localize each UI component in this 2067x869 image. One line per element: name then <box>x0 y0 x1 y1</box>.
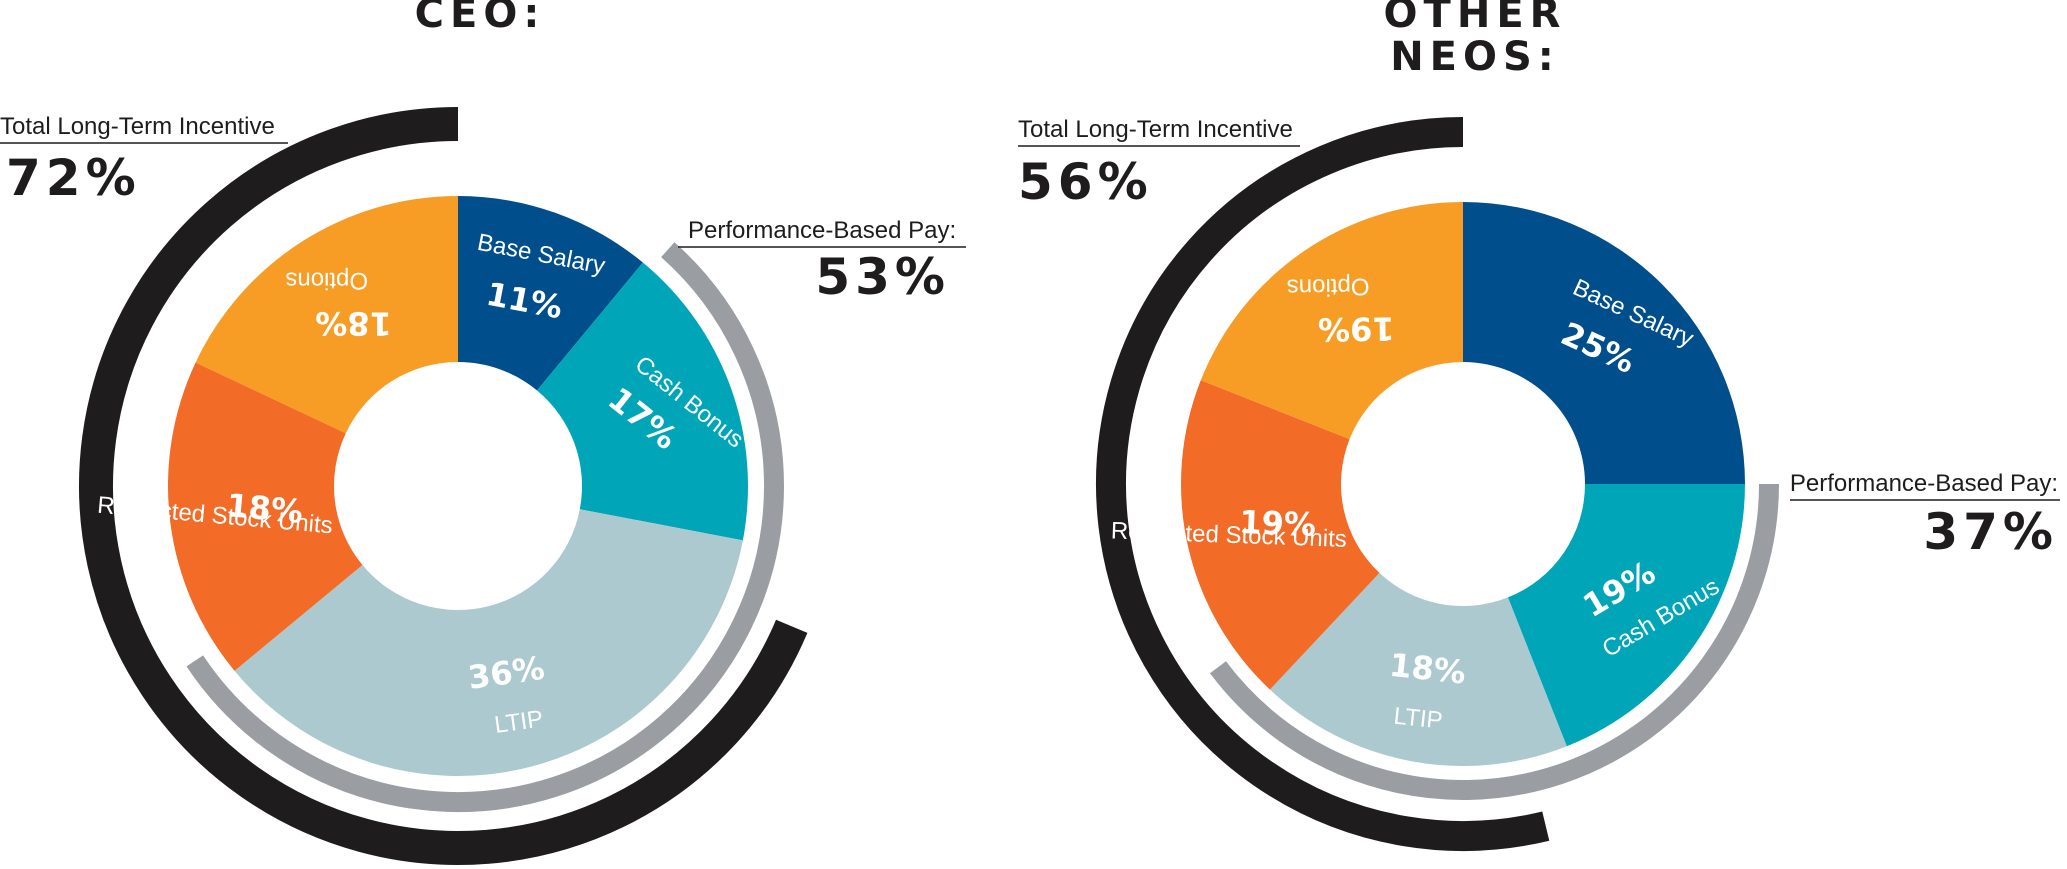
neos-slice-label-ltip: LTIP <box>1392 703 1443 735</box>
neos-title-line-1: OTHER <box>1384 0 1567 37</box>
ceo-performance-based-arc <box>186 242 784 812</box>
ceo-total-lti-arc <box>79 107 808 865</box>
neos-total-lti-value: 56% <box>1018 153 1153 211</box>
neos-slice-restricted-stock-units <box>1181 380 1380 690</box>
neos-slice-label-options: Options <box>1287 273 1370 301</box>
ceo-slice-ltip <box>234 509 743 776</box>
ceo-slice-base-salary <box>458 196 643 391</box>
ceo-slice-label-ltip: LTIP <box>493 705 545 738</box>
ceo-slice-options <box>195 196 458 434</box>
neos-total-lti-arc <box>1096 117 1550 851</box>
neos-slice-base-salary <box>1463 202 1745 484</box>
neos-title-line-2: NEOS: <box>1390 34 1560 80</box>
ceo-slice-restricted-stock-units <box>168 362 363 671</box>
ceo-slice-value-options: 18% <box>315 304 392 342</box>
ceo-arcs <box>79 107 808 865</box>
ceo-slice-label-options: Options <box>285 267 368 294</box>
ceo-slice-value-restricted-stock-units: 18% <box>225 486 305 531</box>
neos-performance-value: 37% <box>1923 503 2058 561</box>
neos-slice-value-restricted-stock-units: 19% <box>1239 503 1317 544</box>
ceo-total-lti-label: Total Long-Term Incentive <box>0 113 275 140</box>
neos-performance-label: Performance-Based Pay: <box>1790 470 2058 497</box>
neos-slice-options <box>1200 201 1463 440</box>
ceo-title: CEO: <box>415 0 546 37</box>
neos-slice-value-options: 19% <box>1318 309 1395 348</box>
neos-performance-based-arc <box>1209 483 1779 800</box>
ceo-slice-cash-bonus <box>537 262 748 541</box>
ceo-slices <box>168 196 748 776</box>
neos-total-lti-label: Total Long-Term Incentive <box>1018 116 1293 143</box>
ceo-total-lti-value: 72% <box>6 149 141 207</box>
neos-arcs <box>1096 117 1779 851</box>
ceo-performance-label: Performance-Based Pay: <box>688 217 956 244</box>
neos-slice-cash-bonus <box>1507 484 1745 747</box>
ceo-performance-value: 53% <box>815 248 950 306</box>
neos-slices <box>1181 201 1745 766</box>
neos-slice-ltip <box>1269 572 1567 766</box>
neos-slice-value-ltip: 18% <box>1388 646 1468 692</box>
